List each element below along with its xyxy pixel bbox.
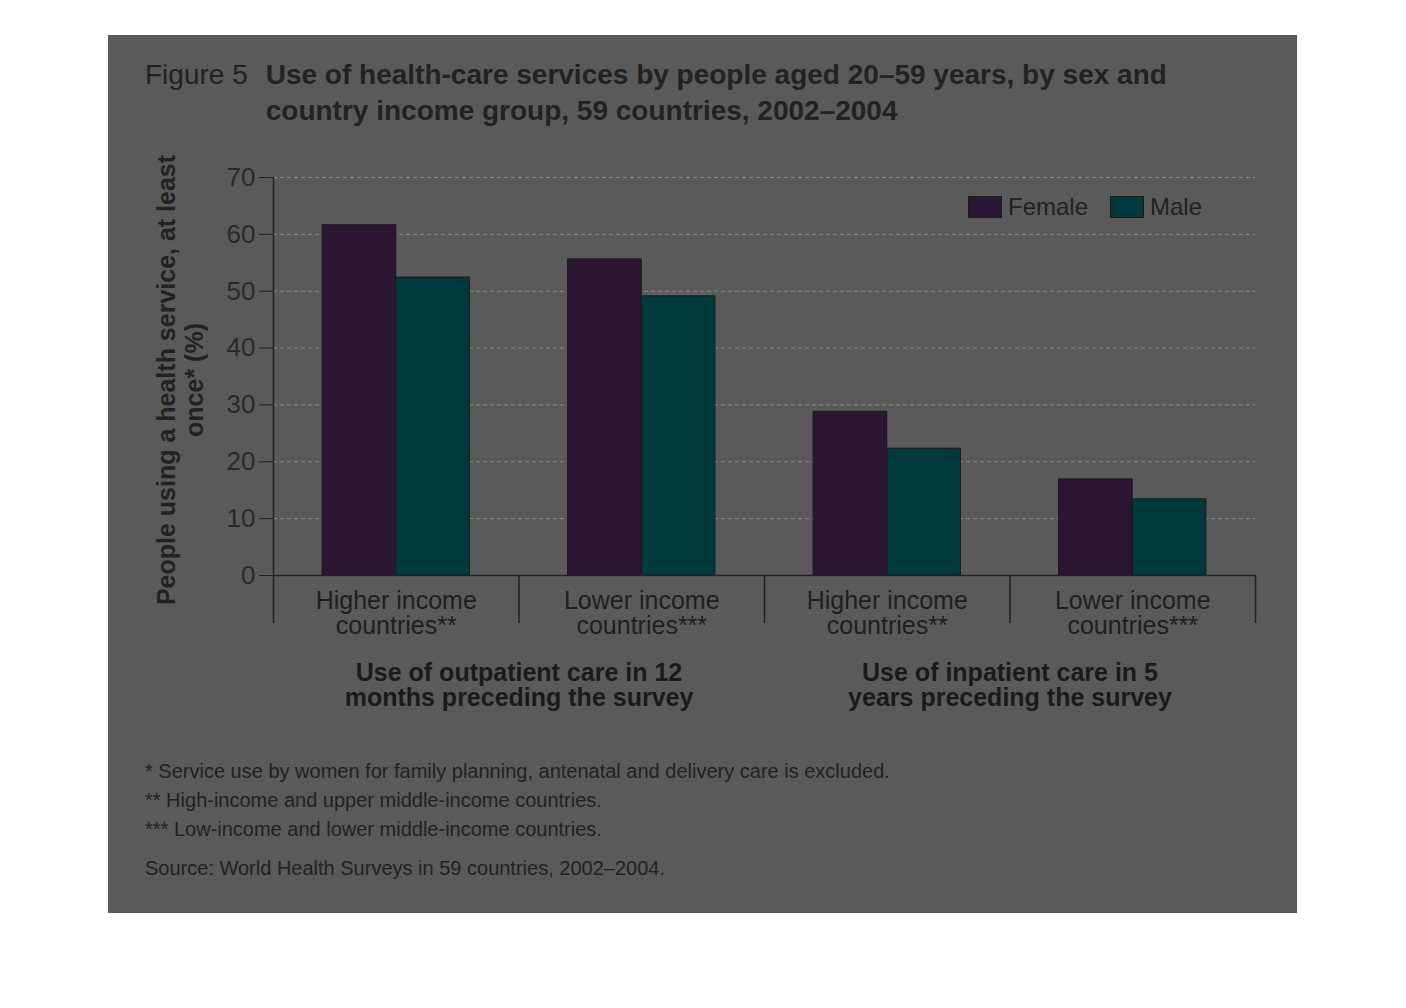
svg-text:30: 30	[227, 389, 256, 419]
html-text:*** Low-income and lower middl: *** Low-income and lower middle-income c…	[145, 818, 602, 840]
svg-text:60: 60	[227, 219, 256, 249]
svg-text:Higher incomecountries**: Higher incomecountries**	[807, 586, 968, 639]
html-text:** High-income and upper middl: ** High-income and upper middle-income c…	[145, 789, 602, 811]
svg-text:Use of outpatient care in 12mo: Use of outpatient care in 12months prece…	[345, 658, 694, 711]
html-text:Source: World Health Surveys i: Source: World Health Surveys in 59 count…	[145, 857, 665, 879]
svg-text:10: 10	[227, 503, 256, 533]
svg-text:50: 50	[227, 276, 256, 306]
svg-text:40: 40	[227, 332, 256, 362]
html-text:Male: Male	[1150, 193, 1203, 220]
svg-text:70: 70	[227, 162, 256, 192]
html-text:Female: Female	[1008, 193, 1088, 220]
svg-text:Higher incomecountries**: Higher incomecountries**	[316, 586, 477, 639]
html-text:Use of health-care services by: Use of health-care services by people ag…	[265, 59, 1167, 127]
html-text:People using a health service,: People using a health service, at least …	[151, 154, 207, 606]
svg-text:0: 0	[241, 560, 255, 590]
svg-text:Use of inpatient care in 5year: Use of inpatient care in 5years precedin…	[848, 658, 1172, 711]
svg-text:20: 20	[227, 446, 256, 476]
html-text:Figure 5: Figure 5	[145, 59, 248, 90]
svg-text:Lower incomecountries***: Lower incomecountries***	[564, 586, 720, 639]
svg-text:Lower incomecountries***: Lower incomecountries***	[1055, 586, 1211, 639]
html-text:* Service use by women for fam: * Service use by women for family planni…	[145, 760, 890, 782]
